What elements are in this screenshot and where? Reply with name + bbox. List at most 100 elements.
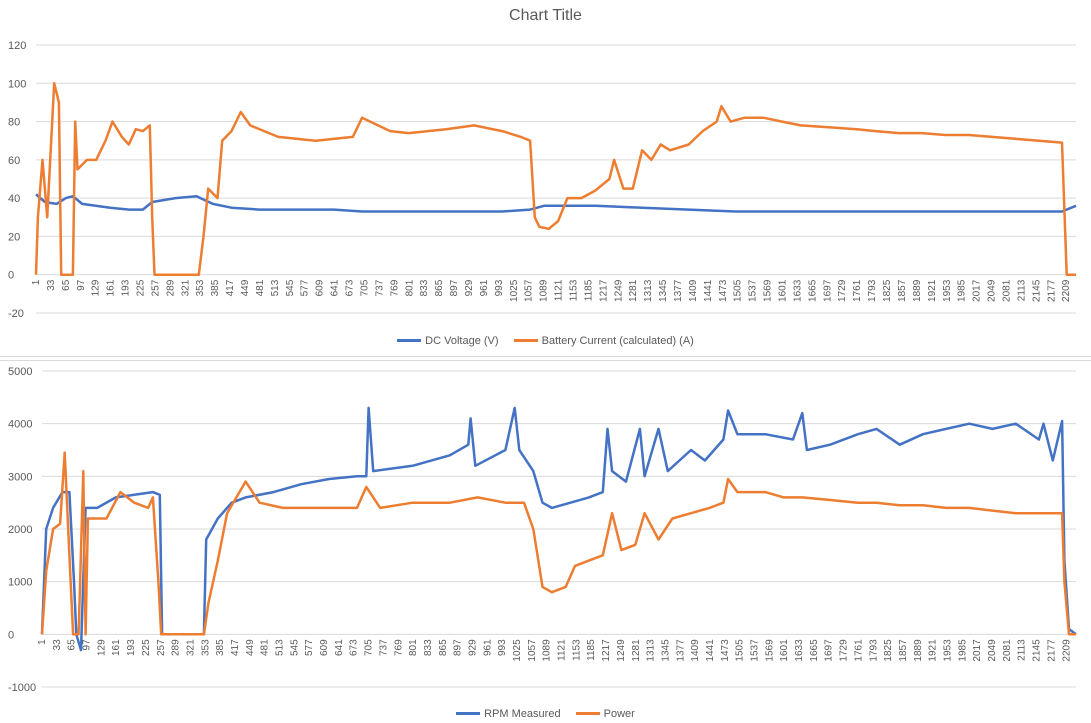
x-tick-label: 1409 xyxy=(688,279,699,302)
x-tick-label: 481 xyxy=(260,639,271,656)
x-tick-label: 1889 xyxy=(913,639,924,662)
x-tick-label: 1729 xyxy=(837,279,848,302)
y-tick-label: 0 xyxy=(8,629,14,641)
y-tick-label: 5000 xyxy=(8,366,32,378)
x-tick-label: 2017 xyxy=(972,639,983,662)
x-tick-label: 1057 xyxy=(527,639,538,662)
legend-item-dc-voltage: DC Voltage (V) xyxy=(397,335,499,347)
x-tick-label: 1345 xyxy=(658,279,669,302)
x-tick-label: 865 xyxy=(438,639,449,656)
x-tick-label: 833 xyxy=(423,639,434,656)
x-tick-label: 1825 xyxy=(882,279,893,302)
x-tick-label: 1857 xyxy=(898,639,909,662)
x-tick-label: 1889 xyxy=(912,279,923,302)
x-tick-label: 289 xyxy=(165,279,176,296)
x-tick-label: 641 xyxy=(330,279,341,296)
x-tick-label: 257 xyxy=(150,279,161,296)
x-tick-label: 1985 xyxy=(957,279,968,302)
x-tick-label: 449 xyxy=(240,279,251,296)
x-tick-label: 1793 xyxy=(867,279,878,302)
x-tick-label: 65 xyxy=(67,639,78,651)
top-chart-panel: Chart Title -20 0 20 40 60 80 100 120 1 33 65 97 129… xyxy=(0,0,1091,357)
x-tick-label: 2017 xyxy=(972,279,983,302)
x-tick-label: 2049 xyxy=(987,279,998,302)
x-tick-label: 33 xyxy=(46,279,57,291)
y-tick-label: 100 xyxy=(8,78,26,90)
x-tick-label: 1217 xyxy=(598,279,609,302)
y-tick-label: 0 xyxy=(8,270,14,282)
x-tick-label: 1505 xyxy=(733,279,744,302)
x-tick-label: 993 xyxy=(494,279,505,296)
legend-label-battery-current: Battery Current (calculated) (A) xyxy=(541,334,694,347)
x-tick-label: 961 xyxy=(482,639,493,656)
x-tick-label: 1281 xyxy=(631,639,642,662)
x-tick-label: 993 xyxy=(497,639,508,656)
x-tick-label: 97 xyxy=(76,279,87,291)
y-tick-label: 60 xyxy=(8,155,20,167)
x-tick-label: 321 xyxy=(185,639,196,656)
legend-label-power: Power xyxy=(603,707,635,720)
x-tick-label: 769 xyxy=(389,279,400,296)
legend-swatch-dc-voltage xyxy=(397,339,422,342)
x-tick-label: 385 xyxy=(215,639,226,656)
series-line-0-0 xyxy=(35,193,1077,213)
x-tick-label: 33 xyxy=(52,639,63,651)
bottom-chart-panel: -1000 0 1000 2000 3000 4000 5000 1 33 65 97 129 161 1… xyxy=(0,360,1091,723)
legend-swatch-battery-current xyxy=(513,339,538,342)
x-tick-label: 225 xyxy=(136,279,147,296)
legend-item-battery-current: Battery Current (calculated) (A) xyxy=(513,334,694,347)
x-tick-label: 1665 xyxy=(807,279,818,302)
x-tick-label: 737 xyxy=(374,279,385,296)
x-tick-label: 1313 xyxy=(646,639,657,662)
x-tick-label: 1537 xyxy=(748,279,759,302)
x-tick-label: 1857 xyxy=(897,279,908,302)
x-tick-label: 1185 xyxy=(583,279,594,301)
x-tick-label: 1729 xyxy=(839,639,850,662)
x-tick-label: 353 xyxy=(195,279,206,296)
x-tick-label: 1377 xyxy=(675,639,686,662)
x-tick-label: 449 xyxy=(245,639,256,656)
x-tick-label: 1345 xyxy=(660,639,671,662)
x-tick-label: 1921 xyxy=(927,279,938,302)
y-tick-label: 2000 xyxy=(8,524,32,536)
x-tick-label: 1473 xyxy=(718,279,729,302)
x-tick-label: 1025 xyxy=(512,639,523,662)
x-tick-label: 1537 xyxy=(750,639,761,662)
top-chart-plot: -20 0 20 40 60 80 100 120 1 33 65 97 129 161 193 225 257… xyxy=(8,40,1077,320)
x-tick-label: 2113 xyxy=(1017,639,1028,661)
x-tick-label: 1089 xyxy=(539,279,550,302)
x-tick-label: 705 xyxy=(359,279,370,296)
x-tick-label: 1025 xyxy=(509,279,520,302)
x-tick-label: 65 xyxy=(61,279,72,291)
x-tick-label: 1825 xyxy=(883,639,894,662)
x-tick-label: 1057 xyxy=(524,279,535,302)
x-tick-label: 929 xyxy=(467,639,478,656)
x-tick-label: 897 xyxy=(449,279,460,296)
y-tick-label: 20 xyxy=(8,231,20,243)
x-tick-label: 289 xyxy=(171,639,182,656)
x-tick-label: 353 xyxy=(200,639,211,656)
x-tick-label: 129 xyxy=(96,639,107,656)
x-tick-label: 257 xyxy=(156,639,167,656)
x-tick-label: 1633 xyxy=(794,639,805,662)
x-tick-label: 161 xyxy=(106,279,117,296)
x-tick-label: 2177 xyxy=(1046,279,1057,302)
x-tick-label: 1601 xyxy=(779,639,790,662)
x-tick-label: 2209 xyxy=(1061,639,1072,662)
x-tick-label: 545 xyxy=(289,639,300,656)
x-tick-label: 1665 xyxy=(809,639,820,662)
x-tick-label: 1601 xyxy=(778,279,789,302)
x-tick-label: 609 xyxy=(315,279,326,296)
y-tick-label: 120 xyxy=(8,40,26,52)
x-tick-label: 1313 xyxy=(643,279,654,302)
x-tick-label: 1 xyxy=(37,639,48,645)
x-tick-label: 417 xyxy=(225,279,236,296)
x-tick-label: 577 xyxy=(304,639,315,656)
x-tick-label: 1121 xyxy=(554,279,565,301)
x-tick-label: 513 xyxy=(270,279,281,296)
x-tick-label: 641 xyxy=(334,639,345,656)
series-line-1-1 xyxy=(40,451,1076,636)
x-tick-label: 2209 xyxy=(1061,279,1072,302)
x-tick-label: 1281 xyxy=(628,279,639,302)
